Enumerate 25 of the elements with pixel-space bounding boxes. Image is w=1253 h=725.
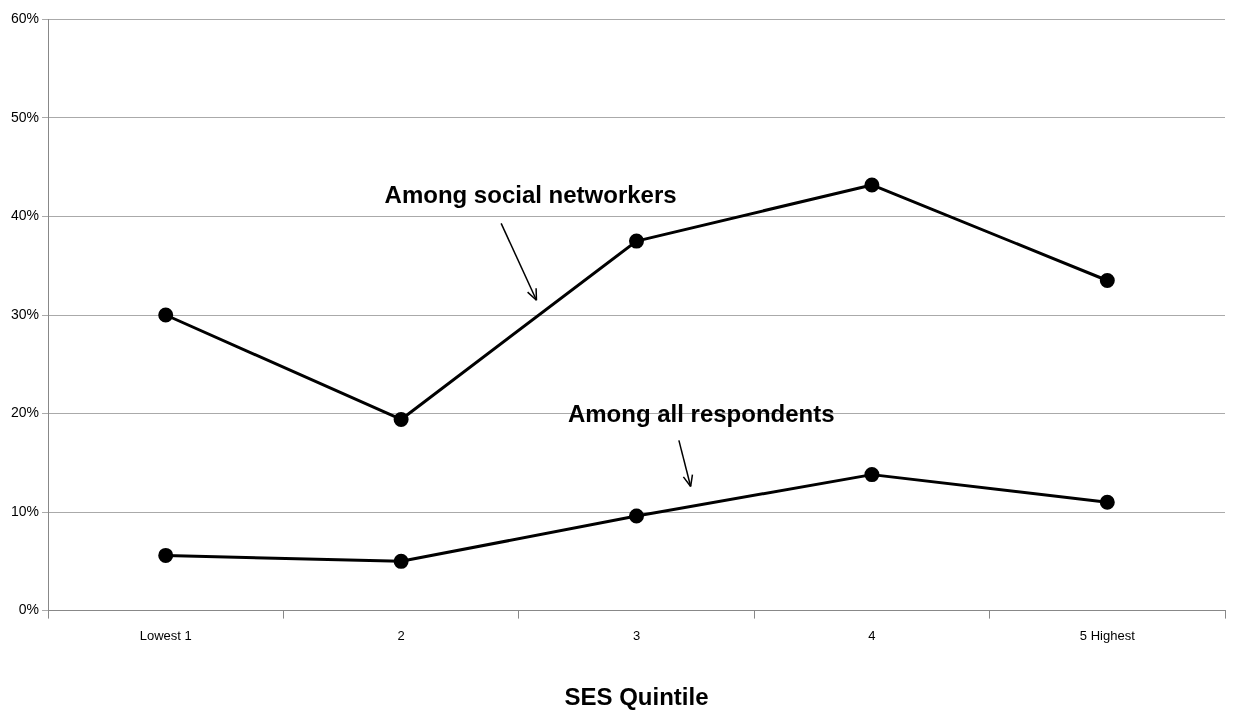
- y-tick-label: 0%: [18, 601, 40, 618]
- point: [393, 553, 409, 569]
- series-label: Among social networkers: [384, 181, 677, 209]
- x-tick-label: 2: [397, 627, 405, 643]
- y-tick-label: 60%: [10, 10, 40, 27]
- text: Among all respondents: [567, 400, 835, 428]
- x-tick-label: 3: [632, 627, 641, 643]
- point: [1099, 273, 1115, 289]
- point: [158, 547, 174, 563]
- x-tick-label: Lowest 1: [139, 627, 192, 643]
- x-tick-label: 4: [868, 627, 876, 643]
- x-axis-title: SES Quintile: [564, 683, 709, 711]
- point: [393, 411, 409, 427]
- x-tick-label: 5 Highest: [1079, 627, 1136, 643]
- y-tick-label: 20%: [10, 404, 40, 421]
- point: [864, 467, 880, 483]
- point: [864, 177, 880, 193]
- y-tick-label: 40%: [10, 207, 40, 224]
- y-tick-label: 50%: [10, 108, 40, 125]
- point: [629, 508, 645, 524]
- point: [158, 307, 174, 323]
- point: [629, 233, 645, 249]
- y-tick-label: 30%: [10, 305, 40, 322]
- point: [1099, 494, 1115, 510]
- y-tick-label: 10%: [10, 502, 40, 519]
